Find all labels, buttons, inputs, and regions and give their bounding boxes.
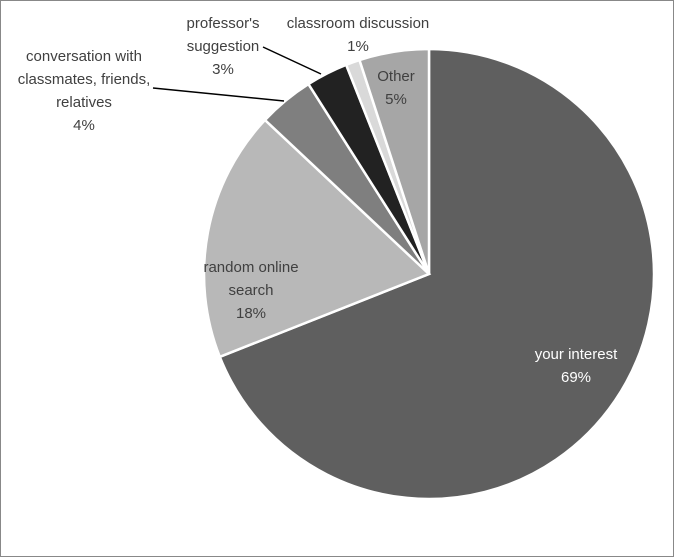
category-name: professor's suggestion (186, 15, 260, 55)
leader-line (262, 46, 322, 75)
slice-label: random online search 18% (196, 256, 306, 325)
slice-label: your interest 69% (481, 343, 671, 389)
category-name: your interest (534, 346, 618, 363)
value-label: 5% (385, 91, 407, 108)
category-name: random online search (203, 259, 299, 299)
pie-slice (218, 47, 656, 501)
value-label: 69% (560, 369, 592, 386)
pie-slice (202, 118, 432, 359)
slice-label: classroom discussion 1% (273, 12, 443, 58)
slice-label: Other 5% (351, 65, 441, 111)
category-name: classroom discussion (286, 15, 430, 32)
value-label: 4% (73, 117, 95, 134)
value-label: 3% (212, 61, 234, 78)
category-name: conversation with classmates, friends, r… (17, 48, 151, 111)
value-label: 18% (235, 305, 267, 322)
slice-label: professor's suggestion 3% (161, 12, 285, 81)
slice-label: conversation with classmates, friends, r… (1, 45, 167, 137)
pie-slice (357, 47, 431, 275)
value-label: 1% (347, 38, 369, 55)
leader-line (152, 87, 285, 102)
category-name: Other (377, 68, 415, 85)
